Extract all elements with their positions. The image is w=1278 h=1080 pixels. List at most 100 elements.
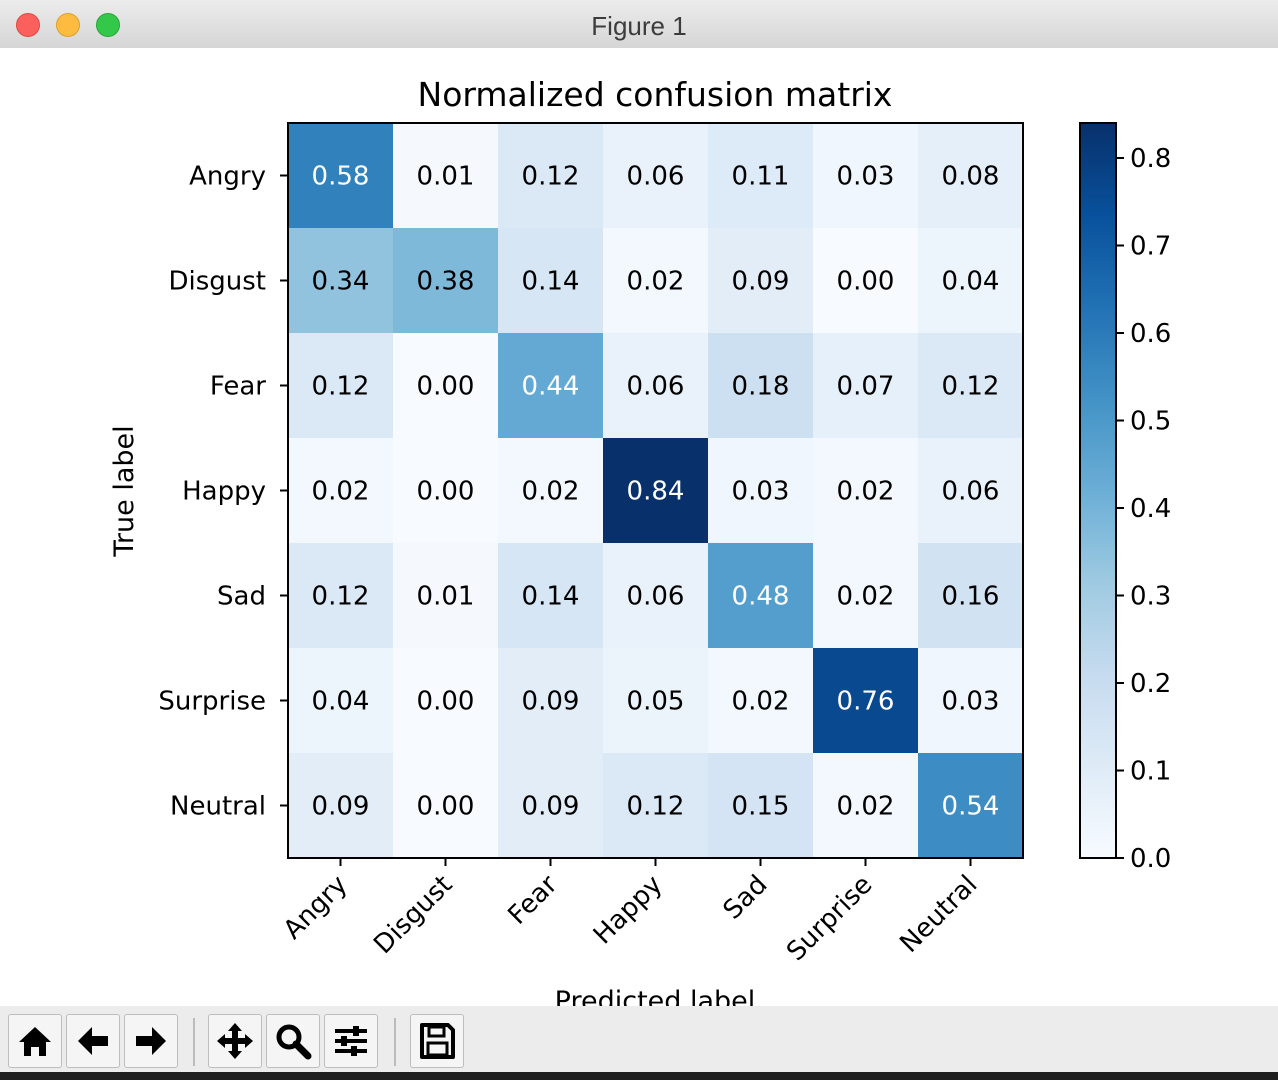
matrix-cell [393, 228, 499, 334]
maximize-window-button[interactable] [96, 13, 120, 37]
cell-value-label: 0.03 [942, 687, 1000, 717]
cell-value-label: 0.08 [942, 162, 1000, 192]
matrix-cell [813, 333, 919, 439]
pan-button[interactable] [208, 1014, 262, 1068]
x-tick-label: Angry [278, 870, 354, 946]
matrix-cell [813, 753, 919, 859]
matrix-cell [288, 333, 394, 439]
toolbar-separator [193, 1018, 195, 1066]
y-tick-label: Angry [189, 162, 266, 192]
cell-value-label: 0.02 [837, 792, 895, 822]
cell-value-label: 0.54 [942, 792, 1000, 822]
colorbar-tick-label: 0.8 [1130, 144, 1171, 174]
cell-value-label: 0.34 [312, 267, 370, 297]
cell-value-label: 0.09 [312, 792, 370, 822]
cell-value-label: 0.01 [417, 162, 475, 192]
matrix-cell [813, 648, 919, 754]
title-bar: Figure 1 [0, 0, 1278, 49]
save-button[interactable] [410, 1014, 464, 1068]
matrix-cell [393, 333, 499, 439]
back-button[interactable] [66, 1014, 120, 1068]
y-axis-label: True label [109, 425, 140, 557]
x-tick-label: Neutral [894, 870, 983, 959]
matrix-cell [288, 543, 394, 649]
cell-value-label: 0.84 [627, 477, 685, 507]
cell-value-label: 0.06 [942, 477, 1000, 507]
move-icon [217, 1023, 253, 1059]
cell-value-label: 0.05 [627, 687, 685, 717]
home-button[interactable] [8, 1014, 62, 1068]
cell-value-label: 0.00 [417, 477, 475, 507]
cell-value-label: 0.09 [732, 267, 790, 297]
matrix-cell [393, 123, 499, 229]
cell-value-label: 0.14 [522, 267, 580, 297]
x-tick-label: Happy [588, 870, 669, 951]
colorbar-tick-label: 0.5 [1130, 407, 1171, 437]
cell-value-label: 0.02 [837, 477, 895, 507]
matrix-cell [498, 648, 604, 754]
matrix-cell [498, 438, 604, 544]
matrix-cell [918, 648, 1024, 754]
cell-value-label: 0.11 [732, 162, 790, 192]
matrix-cell [393, 543, 499, 649]
cell-value-label: 0.04 [942, 267, 1000, 297]
cell-value-label: 0.03 [837, 162, 895, 192]
cell-value-label: 0.09 [522, 687, 580, 717]
matrix-cell [708, 123, 814, 229]
matrix-cell [708, 648, 814, 754]
cell-value-label: 0.48 [732, 582, 790, 612]
cell-value-label: 0.58 [312, 162, 370, 192]
matrix-cell [813, 438, 919, 544]
colorbar-tick-label: 0.0 [1130, 844, 1171, 874]
cell-value-label: 0.06 [627, 372, 685, 402]
magnifier-icon [276, 1024, 312, 1060]
x-tick-label: Sad [718, 870, 774, 926]
y-tick-label: Fear [210, 372, 266, 402]
matrix-cell [708, 753, 814, 859]
matrix-cell [918, 123, 1024, 229]
close-window-button[interactable] [16, 13, 40, 37]
matrix-cell [288, 753, 394, 859]
y-tick-label: Neutral [170, 792, 266, 822]
matrix-cell [813, 543, 919, 649]
cell-value-label: 0.01 [417, 582, 475, 612]
cell-value-label: 0.02 [627, 267, 685, 297]
plot-area: Normalized confusion matrix 0.58 0.01 0.12… [0, 48, 1278, 1006]
cell-value-label: 0.06 [627, 582, 685, 612]
x-tick-label: Surprise [781, 870, 878, 967]
cell-value-label: 0.44 [522, 372, 580, 402]
matrix-cell [288, 648, 394, 754]
cell-value-label: 0.12 [312, 582, 370, 612]
home-icon [19, 1027, 51, 1056]
minimize-window-button[interactable] [56, 13, 80, 37]
matrix-cell [813, 123, 919, 229]
x-axis-label: Predicted label [555, 986, 756, 1006]
colorbar-tick-label: 0.1 [1130, 757, 1171, 787]
matrix-cell [708, 228, 814, 334]
matrix-cell [603, 438, 709, 544]
matrix-cell [393, 438, 499, 544]
forward-button[interactable] [124, 1014, 178, 1068]
matrix-cell [288, 123, 394, 229]
chart-title: Normalized confusion matrix [418, 75, 893, 114]
cell-value-label: 0.02 [312, 477, 370, 507]
configure-subplots-button[interactable] [324, 1014, 378, 1068]
matrix-cell [498, 228, 604, 334]
zoom-button[interactable] [266, 1014, 320, 1068]
matrix-cell [603, 123, 709, 229]
cell-value-label: 0.06 [627, 162, 685, 192]
floppy-disk-icon [420, 1023, 455, 1059]
colorbar-tick-label: 0.3 [1130, 582, 1171, 612]
y-tick-label: Disgust [168, 267, 266, 297]
matrix-cell [393, 753, 499, 859]
cell-value-label: 0.00 [837, 267, 895, 297]
y-tick-label: Surprise [158, 687, 266, 717]
matrix-cell [288, 228, 394, 334]
cell-value-label: 0.09 [522, 792, 580, 822]
matrix-cell [498, 753, 604, 859]
cell-value-label: 0.00 [417, 372, 475, 402]
cell-value-label: 0.14 [522, 582, 580, 612]
matrix-cell [708, 438, 814, 544]
matrix-cell [918, 543, 1024, 649]
cell-value-label: 0.03 [732, 477, 790, 507]
